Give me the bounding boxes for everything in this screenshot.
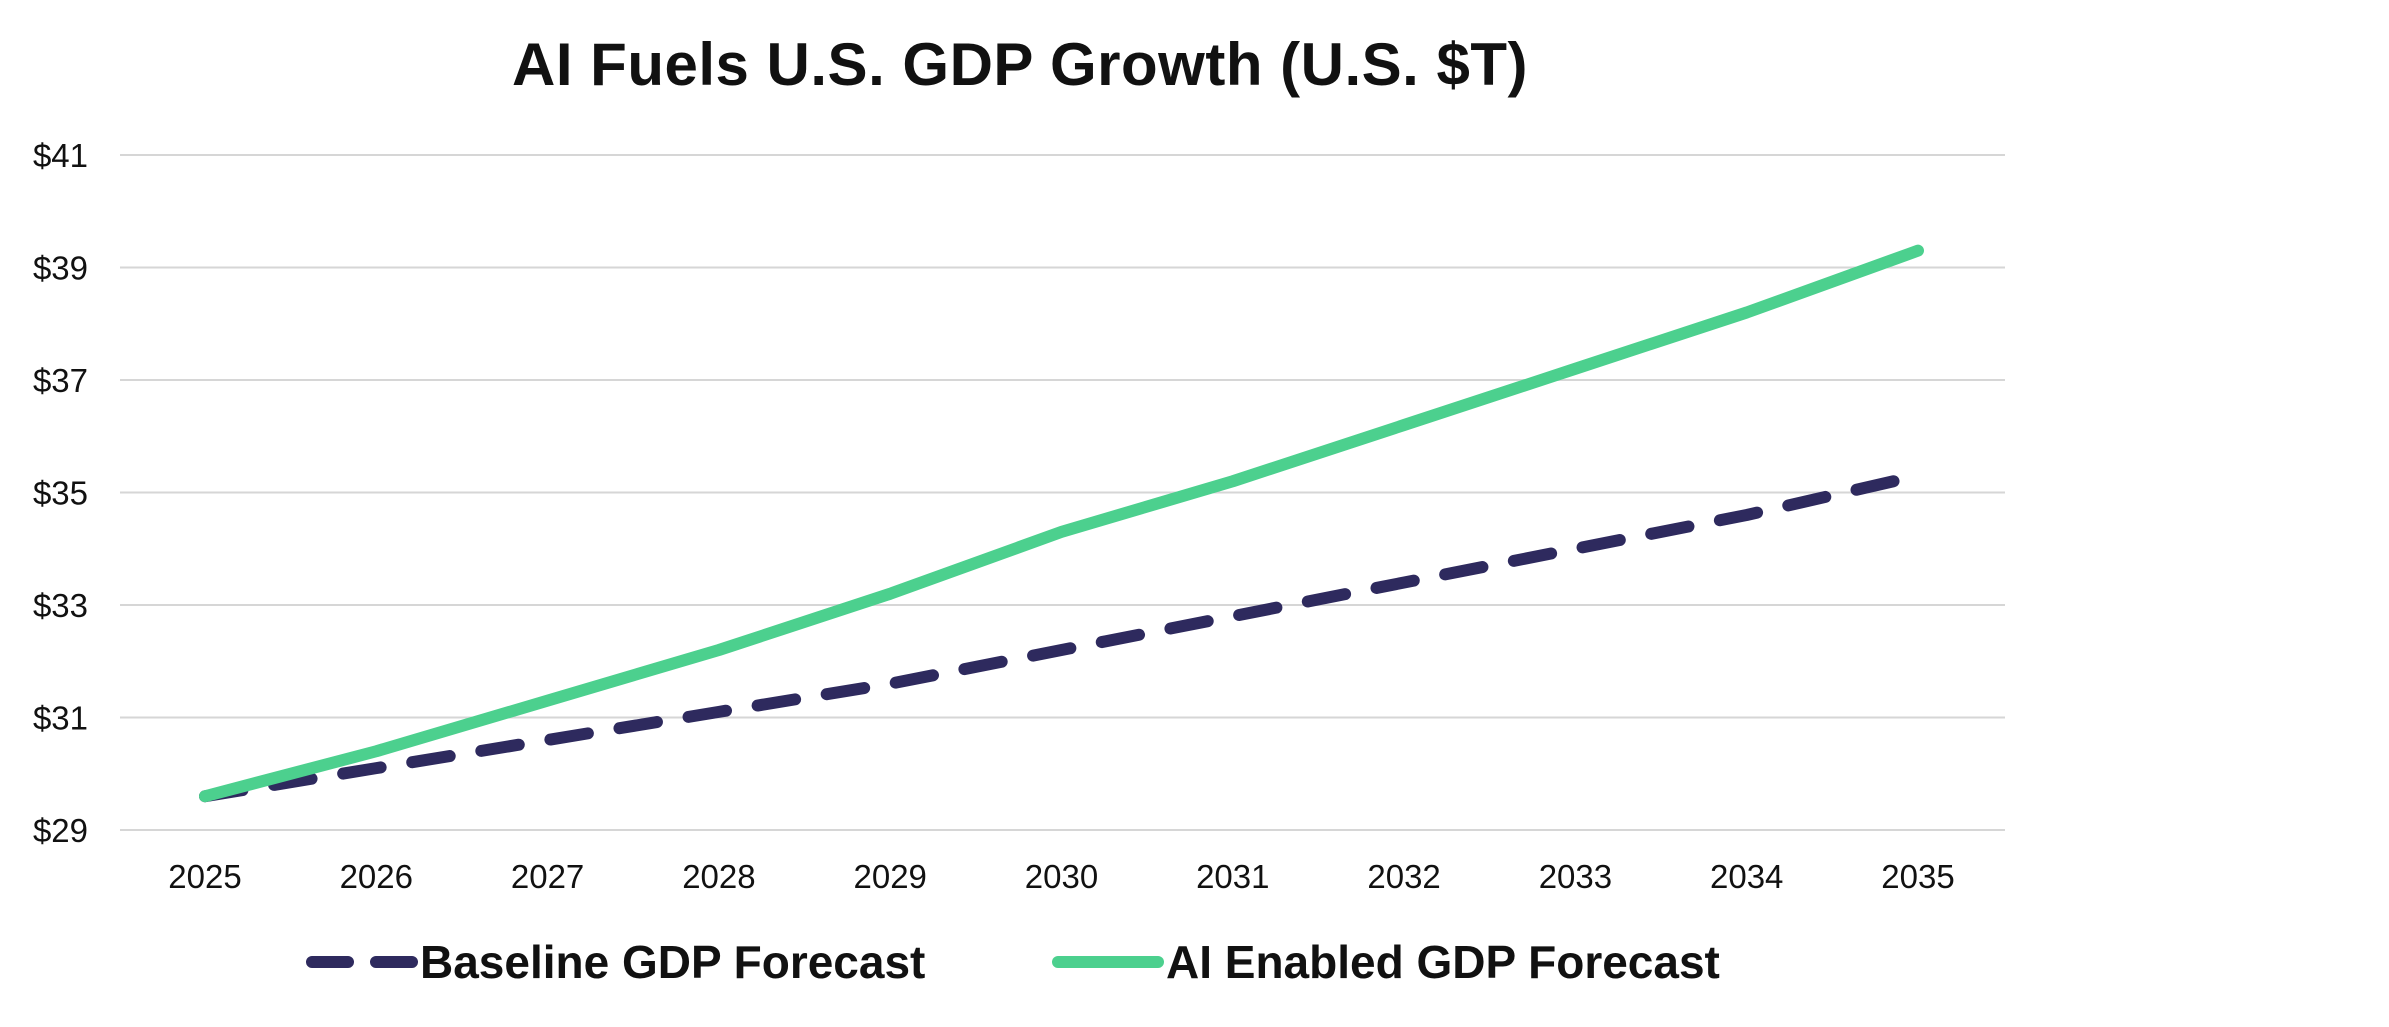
x-tick-label: 2029 — [853, 858, 926, 895]
x-tick-label: 2026 — [340, 858, 413, 895]
x-tick-label: 2031 — [1196, 858, 1269, 895]
x-tick-label: 2034 — [1710, 858, 1783, 895]
y-tick-label: $31 — [33, 700, 88, 737]
y-tick-label: $33 — [33, 587, 88, 624]
x-tick-label: 2033 — [1539, 858, 1612, 895]
gridlines — [120, 154, 2005, 831]
x-tick-label: 2035 — [1881, 858, 1954, 895]
x-tick-label: 2030 — [1025, 858, 1098, 895]
series-line-ai-enabled — [199, 244, 1924, 803]
y-tick-label: $39 — [33, 250, 88, 287]
y-tick-label: $41 — [33, 137, 88, 174]
x-tick-label: 2028 — [682, 858, 755, 895]
legend: Baseline GDP Forecast AI Enabled GDP Fore… — [306, 936, 1720, 988]
y-tick-label: $37 — [33, 362, 88, 399]
x-tick-label: 2027 — [511, 858, 584, 895]
x-tick-label: 2025 — [168, 858, 241, 895]
legend-label: Baseline GDP Forecast — [420, 936, 925, 988]
series-lines — [199, 244, 1924, 803]
y-axis-ticks: $29 $31 $33 $35 $37 $39 $41 — [33, 137, 88, 849]
legend-label: AI Enabled GDP Forecast — [1166, 936, 1720, 988]
x-tick-label: 2032 — [1367, 858, 1440, 895]
series-line-baseline — [199, 469, 1924, 803]
y-tick-label: $29 — [33, 812, 88, 849]
y-tick-label: $35 — [33, 475, 88, 512]
chart-title: AI Fuels U.S. GDP Growth (U.S. $T) — [512, 31, 1528, 98]
x-axis-ticks: 2025 2026 2027 2028 2029 2030 2031 2032 2033 2034… — [168, 858, 1954, 895]
